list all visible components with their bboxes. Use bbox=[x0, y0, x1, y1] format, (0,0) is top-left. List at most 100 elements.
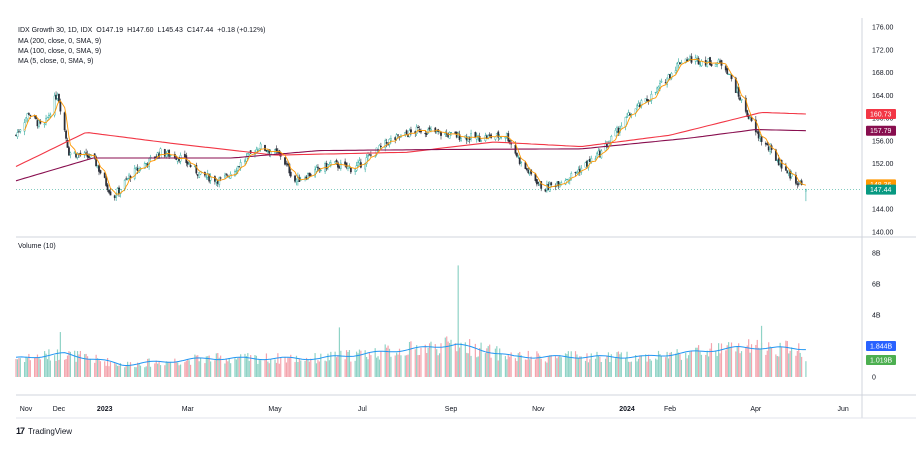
ohlc-open: 147.19 bbox=[101, 27, 124, 34]
candle-body bbox=[527, 170, 530, 174]
volume-bar bbox=[25, 356, 27, 377]
volume-bar bbox=[215, 353, 217, 377]
volume-bar bbox=[755, 344, 757, 377]
volume-bar bbox=[169, 361, 172, 377]
volume-bar bbox=[318, 361, 320, 377]
candle-body bbox=[629, 113, 631, 116]
price-tick-label: 152.00 bbox=[872, 161, 894, 168]
candle-body bbox=[109, 191, 112, 196]
candle-body bbox=[176, 158, 179, 162]
volume-bar bbox=[58, 359, 60, 377]
candle-body bbox=[345, 162, 348, 168]
volume-bar bbox=[719, 353, 721, 377]
volume-bar bbox=[290, 354, 292, 377]
volume-bar bbox=[314, 353, 316, 377]
volume-bar bbox=[539, 355, 541, 377]
volume-bar bbox=[280, 357, 282, 377]
volume-bar bbox=[79, 350, 81, 377]
volume-bar bbox=[297, 361, 299, 377]
volume-bar bbox=[590, 353, 592, 377]
volume-bar bbox=[716, 355, 718, 377]
volume-bar bbox=[197, 355, 199, 377]
volume-bar bbox=[268, 363, 270, 377]
volume-badge-label: 1.844B bbox=[870, 344, 893, 351]
volume-bar bbox=[616, 352, 618, 377]
volume-bar bbox=[380, 351, 382, 377]
volume-bar bbox=[709, 348, 711, 377]
volume-bar bbox=[164, 365, 166, 377]
candle-body bbox=[587, 160, 590, 168]
volume-bar bbox=[127, 361, 129, 377]
candle-body bbox=[113, 195, 116, 198]
candle-body bbox=[48, 115, 50, 118]
volume-bar bbox=[456, 351, 458, 377]
candle-body bbox=[427, 129, 430, 134]
candle-body bbox=[759, 136, 762, 139]
candle-body bbox=[89, 154, 92, 158]
volume-bar bbox=[507, 354, 509, 377]
volume-bar bbox=[600, 361, 602, 377]
volume-bar bbox=[606, 355, 608, 377]
volume-bar bbox=[625, 358, 627, 377]
volume-bar bbox=[626, 351, 628, 377]
volume-bar bbox=[199, 358, 202, 377]
volume-bar bbox=[659, 354, 661, 377]
volume-bar bbox=[65, 359, 67, 377]
volume-bar bbox=[710, 343, 713, 377]
candle-body bbox=[744, 97, 747, 112]
volume-spike-bar bbox=[450, 339, 452, 377]
volume-bar bbox=[207, 356, 209, 377]
volume-bar bbox=[74, 350, 76, 377]
candle-body bbox=[410, 129, 412, 133]
volume-bar bbox=[377, 356, 379, 377]
volume-bar bbox=[484, 353, 486, 377]
candle-body bbox=[125, 178, 128, 180]
candle-body bbox=[159, 148, 162, 159]
volume-bar bbox=[408, 341, 411, 377]
volume-bar bbox=[99, 361, 102, 377]
price-badge-label: 157.79 bbox=[870, 128, 892, 135]
candle-body bbox=[309, 174, 312, 176]
volume-bar bbox=[519, 351, 521, 377]
volume-bar bbox=[168, 361, 170, 377]
volume-bar bbox=[650, 360, 652, 377]
volume-bar bbox=[304, 360, 306, 377]
volume-bar bbox=[577, 357, 579, 377]
candle-body bbox=[766, 143, 769, 146]
volume-bar bbox=[680, 359, 683, 377]
volume-bar bbox=[584, 360, 587, 377]
time-tick-label: Nov bbox=[20, 406, 33, 413]
volume-bar bbox=[769, 346, 771, 377]
candle-body bbox=[119, 189, 122, 194]
candle-body bbox=[420, 130, 422, 133]
candle-body bbox=[63, 112, 66, 131]
volume-bar bbox=[337, 355, 339, 377]
candle-body bbox=[478, 136, 481, 142]
candle-body bbox=[335, 160, 338, 163]
volume-bar bbox=[165, 361, 167, 377]
volume-bar bbox=[805, 361, 807, 377]
volume-bar bbox=[560, 357, 562, 377]
volume-bar bbox=[758, 347, 760, 377]
volume-bar bbox=[647, 354, 650, 377]
volume-bar bbox=[745, 347, 747, 377]
volume-bar bbox=[324, 360, 326, 377]
volume-bar bbox=[128, 365, 130, 377]
volume-bar bbox=[257, 363, 259, 377]
volume-bar bbox=[607, 352, 610, 377]
volume-bar bbox=[696, 347, 698, 377]
volume-bar bbox=[679, 354, 681, 377]
time-tick-label: Jun bbox=[837, 406, 848, 413]
candle-body bbox=[517, 156, 520, 158]
volume-bar bbox=[566, 354, 568, 377]
volume-bar bbox=[799, 352, 801, 377]
volume-bar bbox=[739, 353, 741, 377]
volume-bar bbox=[287, 357, 289, 377]
volume-bar bbox=[118, 365, 120, 377]
candle-body bbox=[245, 156, 248, 162]
candle-body bbox=[576, 172, 578, 174]
candle-body bbox=[596, 153, 598, 158]
volume-bar bbox=[358, 349, 361, 377]
volume-bar bbox=[587, 362, 590, 377]
volume-bar bbox=[208, 355, 210, 377]
